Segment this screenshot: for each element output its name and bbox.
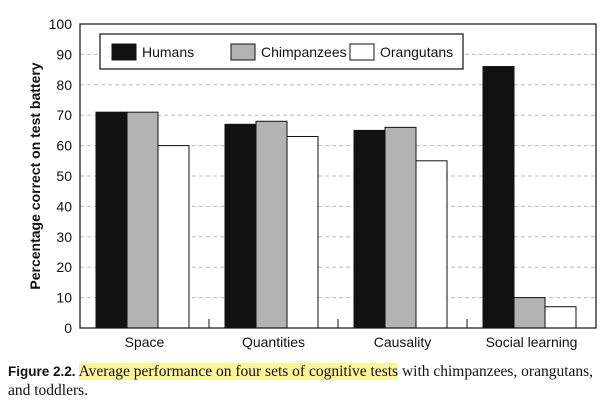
legend-swatch-orangutans [349,43,375,61]
x-tick-label: Causality [374,334,432,350]
y-tick-label: 50 [56,168,72,184]
bar-orangutans-social-learning [544,306,577,329]
y-tick-label: 20 [56,259,72,275]
bar-orangutans-causality [415,160,448,329]
caption-label: Figure 2.2. [8,364,76,379]
legend: Humans Chimpanzees Orangutans [99,33,464,70]
y-tick-label: 70 [56,107,72,123]
bar-humans-social-learning [482,66,515,329]
axes [79,23,597,329]
bar-orangutans-space [157,145,190,329]
legend-swatch-humans [111,43,137,61]
y-tick-label: 10 [56,290,72,306]
bar-chimpanzees-space [126,111,159,329]
y-tick-label: 90 [56,46,72,62]
legend-label-orangutans: Orangutans [380,44,453,60]
bar-humans-quantities [224,123,257,329]
legend-box [99,33,464,70]
y-tick-label: 80 [56,77,72,93]
x-tick-label: Quantities [242,334,305,350]
bar-humans-causality [353,129,386,329]
y-tick-label: 60 [56,138,72,154]
bar-orangutans-quantities [286,135,319,329]
caption-highlight: Average performance on four sets of cogn… [78,363,399,380]
x-tick-label: Social learning [486,334,578,350]
bar-chimpanzees-quantities [255,120,288,329]
legend-label-humans: Humans [142,44,194,60]
y-tick-label: 100 [49,16,73,32]
y-tick-label: 0 [64,320,72,336]
x-tick-label: Space [125,334,165,350]
y-axis-label: Percentage correct on test battery [27,62,43,289]
legend-label-chimpanzees: Chimpanzees [261,44,347,60]
bar-humans-space [95,111,128,329]
y-tick-label: 30 [56,229,72,245]
y-tick-label: 40 [56,198,72,214]
bars-group [95,66,577,329]
bar-chart: 0 10 20 30 40 50 60 70 80 90 100 Space Quantities Ca… [27,16,597,350]
bar-chimpanzees-causality [384,126,417,329]
bar-chimpanzees-social-learning [513,297,546,329]
x-tick-labels: Space Quantities Causality Social learning [125,334,578,350]
y-tick-labels: 0 10 20 30 40 50 60 70 80 90 100 [49,16,73,336]
figure-caption: Figure 2.2. Average performance on four … [8,362,608,400]
legend-swatch-chimpanzees [230,43,256,61]
caption-rest: with chimpanzees, orangutans, and toddle… [8,363,594,399]
